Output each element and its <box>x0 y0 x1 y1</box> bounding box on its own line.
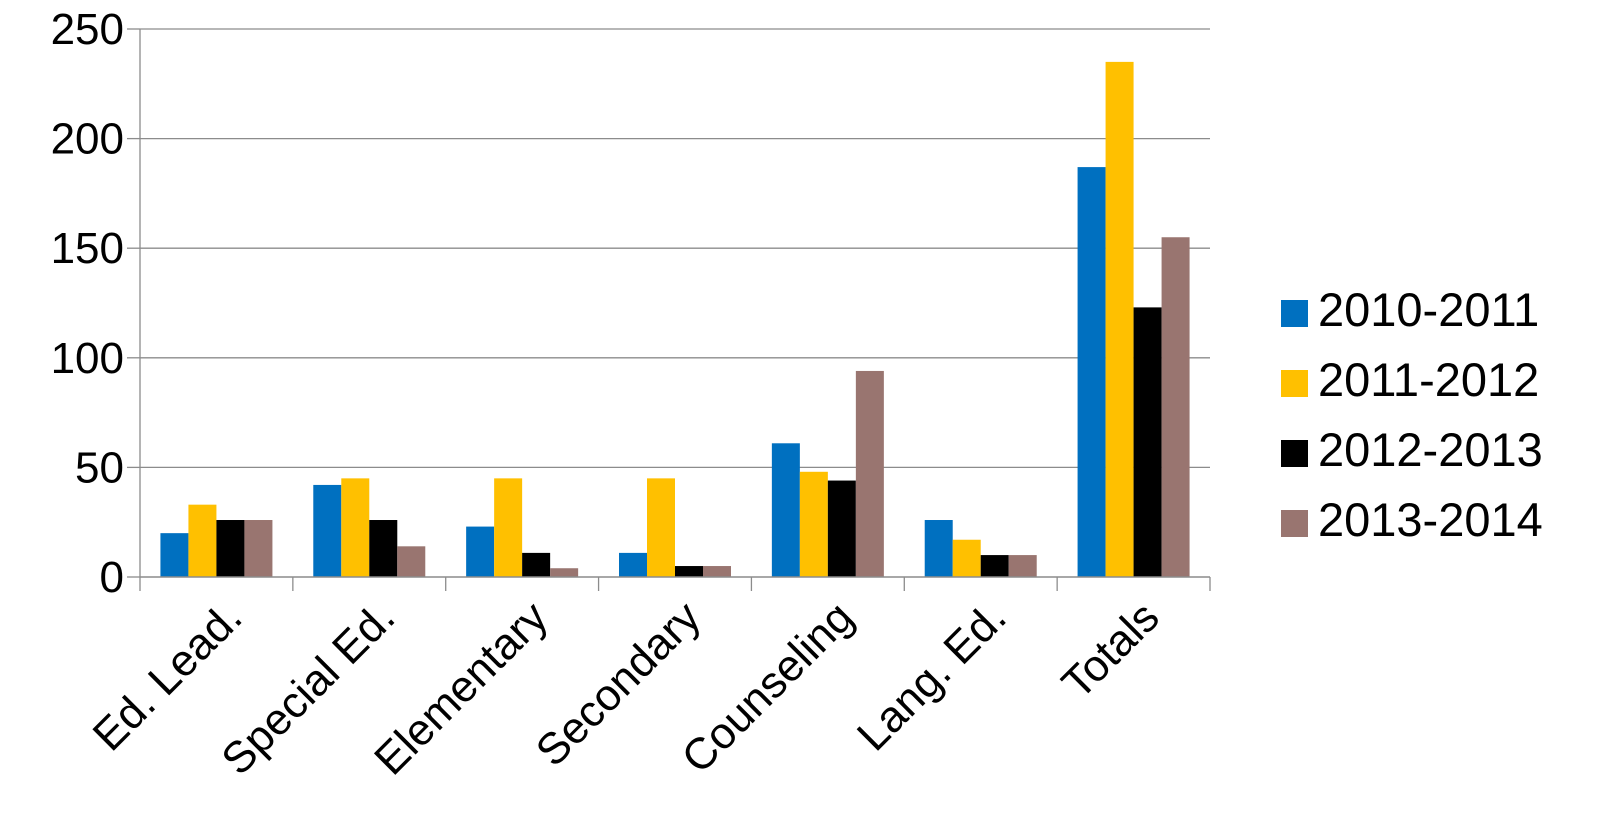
bar-counseling-2010-2011 <box>771 443 800 577</box>
bar-special-ed-2012-2013 <box>369 520 398 577</box>
legend-swatch-2012-2013 <box>1281 440 1308 467</box>
gridlines <box>140 28 1210 469</box>
bar-elementary-2010-2011 <box>466 526 495 577</box>
bars <box>160 61 1190 578</box>
legend-swatch-2013-2014 <box>1281 510 1308 537</box>
legend-label-2010-2011: 2010-2011 <box>1318 283 1539 336</box>
y-tick-label-150: 150 <box>51 224 124 273</box>
bar-ed-lead-2011-2012 <box>188 504 217 577</box>
y-tick-label-100: 100 <box>51 334 124 383</box>
bar-special-ed-2010-2011 <box>313 484 342 577</box>
bar-secondary-2010-2011 <box>619 552 647 577</box>
legend-swatch-2010-2011 <box>1281 300 1308 327</box>
y-tick-label-200: 200 <box>51 115 124 164</box>
axes <box>127 28 1211 591</box>
bar-lang-ed-2012-2013 <box>980 555 1009 577</box>
bar-ed-lead-2013-2014 <box>244 520 273 577</box>
x-category-label-lang-ed: Lang. Ed. <box>848 592 1016 760</box>
bar-secondary-2012-2013 <box>675 566 703 577</box>
bar-lang-ed-2013-2014 <box>1008 555 1037 577</box>
bar-lang-ed-2011-2012 <box>952 539 981 577</box>
legend-label-2012-2013: 2012-2013 <box>1318 423 1543 476</box>
y-tick-label-250: 250 <box>51 5 124 54</box>
bar-elementary-2012-2013 <box>522 552 551 577</box>
bar-special-ed-2013-2014 <box>397 546 426 577</box>
bar-ed-lead-2010-2011 <box>160 533 189 577</box>
y-tick-label-0: 0 <box>100 553 124 602</box>
x-category-label-totals: Totals <box>1053 592 1169 708</box>
bar-totals-2013-2014 <box>1161 237 1190 578</box>
legend-label-2013-2014: 2013-2014 <box>1318 493 1543 546</box>
bar-totals-2012-2013 <box>1133 307 1162 577</box>
bar-elementary-2013-2014 <box>550 568 579 577</box>
bar-ed-lead-2012-2013 <box>216 520 245 577</box>
bar-totals-2010-2011 <box>1077 167 1106 577</box>
legend-swatch-2011-2012 <box>1281 370 1308 397</box>
legend: 2010-2011 2011-2012 2012-2013 2013-2014 <box>1281 283 1543 546</box>
bar-lang-ed-2010-2011 <box>924 520 953 577</box>
y-tick-label-50: 50 <box>75 443 124 492</box>
x-category-labels: Ed. Lead.Special Ed.ElementarySecondaryC… <box>84 592 1169 784</box>
bar-secondary-2013-2014 <box>703 566 731 577</box>
bar-totals-2011-2012 <box>1105 61 1134 577</box>
bar-secondary-2011-2012 <box>647 478 675 577</box>
legend-label-2011-2012: 2011-2012 <box>1318 353 1539 406</box>
bar-special-ed-2011-2012 <box>341 478 370 577</box>
y-tick-labels: 0 50 100 150 200 250 <box>51 5 124 602</box>
bar-elementary-2011-2012 <box>494 478 523 577</box>
bar-counseling-2011-2012 <box>799 471 828 577</box>
bar-counseling-2013-2014 <box>855 370 884 577</box>
bar-counseling-2012-2013 <box>827 480 856 577</box>
